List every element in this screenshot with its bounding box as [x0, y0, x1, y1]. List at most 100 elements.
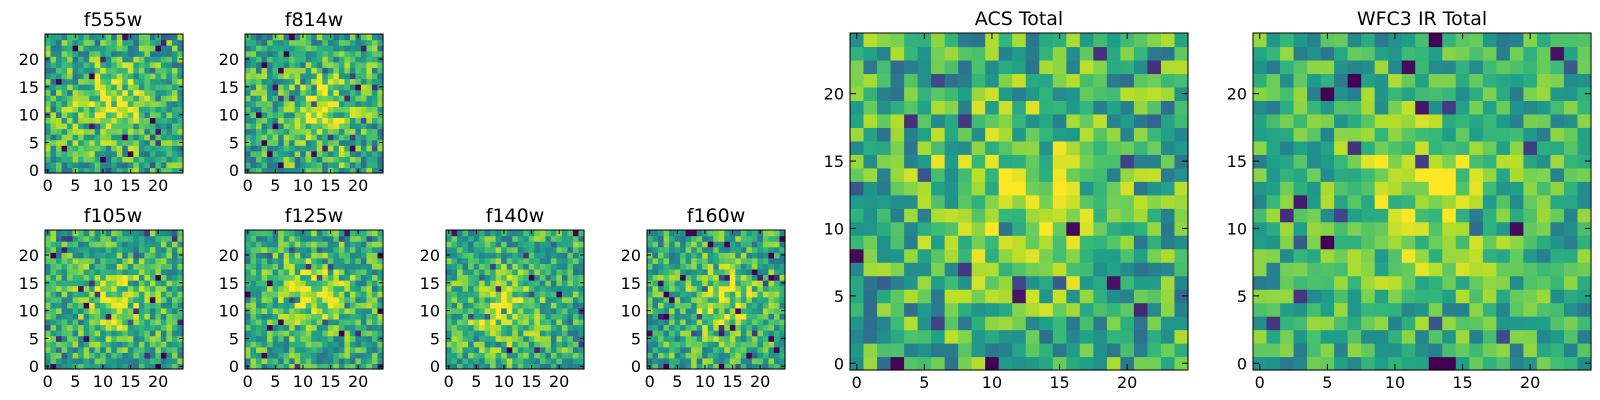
heatmap-cell: [250, 263, 257, 270]
heatmap-cell: [256, 318, 263, 326]
heatmap-cell: [294, 313, 301, 320]
heatmap-cell: [457, 363, 464, 370]
heatmap-cell: [904, 235, 919, 250]
heatmap-cell: [138, 246, 145, 253]
heatmap-cell: [702, 235, 709, 242]
heatmap-cell: [762, 291, 770, 298]
heatmap-cell: [89, 268, 96, 276]
heatmap-cell: [278, 291, 285, 298]
heatmap-cell: [316, 78, 323, 85]
heatmap-cell: [78, 324, 85, 331]
heatmap-cell: [578, 341, 585, 348]
heatmap-cell: [355, 50, 362, 57]
heatmap-cell: [283, 122, 290, 130]
heatmap-cell: [998, 302, 1013, 317]
heatmap-cell: [850, 194, 865, 209]
heatmap-cell: [349, 324, 356, 331]
heatmap-cell: [468, 352, 475, 359]
heatmap-cell: [958, 356, 973, 371]
heatmap-cell: [100, 263, 107, 270]
heatmap-cell: [685, 335, 692, 342]
heatmap-cell: [250, 50, 257, 57]
heatmap-cell: [985, 235, 1000, 250]
heatmap-cell: [67, 150, 74, 157]
heatmap-cell: [550, 335, 557, 342]
heatmap-cell: [1106, 86, 1121, 101]
heatmap-cell: [1361, 181, 1376, 196]
heatmap-cell: [338, 324, 345, 331]
heatmap-cell: [72, 95, 79, 102]
heatmap-cell: [94, 285, 101, 292]
heatmap-cell: [985, 208, 1000, 223]
heatmap-cell: [171, 363, 179, 370]
heatmap-cell: [1347, 181, 1362, 196]
heatmap-cell: [267, 246, 274, 253]
heatmap-cell: [751, 230, 758, 237]
heatmap-cell: [1079, 86, 1094, 101]
heatmap-cell: [116, 145, 123, 152]
heatmap-cell: [669, 346, 676, 353]
heatmap-cell: [366, 330, 373, 337]
heatmap-cell: [1401, 235, 1416, 250]
heatmap-cell: [50, 72, 57, 80]
heatmap-cell: [50, 67, 57, 74]
heatmap-cell: [289, 139, 296, 146]
heatmap-cell: [256, 45, 263, 52]
heatmap-cell: [360, 268, 368, 276]
heatmap-cell: [283, 128, 290, 135]
heatmap-cell: [669, 313, 676, 320]
heatmap-cell: [250, 307, 257, 314]
heatmap-cell: [300, 313, 307, 320]
heatmap-cell: [67, 313, 74, 320]
heatmap-cell: [958, 329, 973, 344]
heatmap-cell: [663, 313, 670, 320]
heatmap-cell: [1347, 262, 1362, 277]
heatmap-cell: [261, 61, 268, 68]
heatmap-cell: [67, 145, 74, 152]
heatmap-cell: [327, 302, 334, 309]
heatmap-cell: [517, 241, 524, 248]
heatmap-cell: [1509, 167, 1524, 182]
heatmap-cell: [1039, 100, 1054, 115]
heatmap-cell: [83, 34, 90, 41]
heatmap-cell: [652, 241, 659, 248]
heatmap-cell: [658, 246, 665, 253]
heatmap-cell: [669, 230, 676, 237]
heatmap-cell: [56, 117, 63, 124]
heatmap-cell: [316, 330, 323, 337]
heatmap-cell: [261, 139, 268, 146]
heatmap-cell: [462, 307, 469, 314]
heatmap-cell: [850, 262, 865, 277]
heatmap-cell: [534, 341, 541, 348]
heatmap-cell: [89, 56, 96, 63]
heatmap-cell: [751, 341, 758, 348]
heatmap-cell: [283, 235, 290, 242]
heatmap-cell: [122, 45, 129, 52]
heatmap-cell: [762, 318, 770, 326]
heatmap-cell: [316, 122, 323, 130]
heatmap-cell: [702, 263, 709, 270]
heatmap-cell: [72, 257, 79, 264]
heatmap-cell: [94, 61, 101, 68]
heatmap-cell: [144, 268, 151, 276]
heatmap-cell: [1388, 316, 1403, 331]
heatmap-cell: [94, 324, 101, 331]
heatmap-cell: [94, 330, 101, 337]
heatmap-cell: [294, 302, 301, 309]
heatmap-cell: [545, 313, 552, 320]
heatmap-cell: [50, 363, 57, 370]
heatmap-cell: [680, 263, 687, 270]
heatmap-cell: [572, 302, 580, 309]
heatmap-cell: [144, 274, 151, 281]
heatmap-cell: [360, 50, 368, 57]
heatmap-cell: [155, 156, 162, 163]
heatmap-cell: [322, 357, 329, 365]
heatmap-cell: [890, 194, 905, 209]
heatmap-cell: [702, 302, 709, 309]
heatmap-cell: [1401, 208, 1416, 223]
heatmap-cell: [261, 357, 268, 365]
heatmap-cell: [1455, 316, 1470, 331]
heatmap-cell: [490, 313, 497, 320]
heatmap-cell: [166, 117, 173, 124]
heatmap-cell: [149, 280, 156, 287]
